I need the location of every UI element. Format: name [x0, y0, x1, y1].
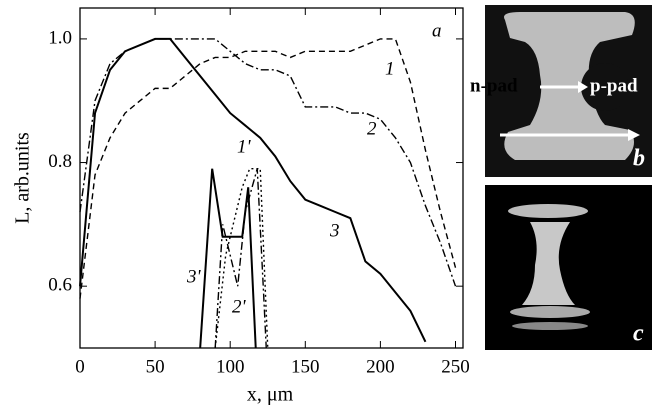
glow — [510, 306, 590, 318]
x-tick-label: 250 — [441, 356, 470, 377]
curve-label: 2' — [232, 296, 247, 317]
series-line — [79, 38, 457, 299]
x-tick-label: 50 — [146, 356, 165, 377]
x-tick-label: 200 — [366, 356, 395, 377]
y-tick-label: 1.0 — [48, 27, 72, 48]
plot-frame — [79, 7, 464, 349]
panel-label: b — [633, 146, 645, 172]
series-line — [214, 168, 267, 349]
image-b: n-pad p-pad b — [470, 5, 652, 177]
curve-label: 1' — [237, 136, 252, 157]
image-c: c — [485, 185, 652, 350]
arrowhead — [628, 129, 640, 141]
series-line — [79, 38, 457, 287]
arrowhead — [578, 81, 588, 93]
curve-label: 3 — [329, 220, 340, 241]
pad-shadow — [581, 63, 629, 111]
series-line — [79, 37, 427, 343]
curve-label: 2 — [367, 118, 377, 139]
x-tick-label: 150 — [291, 356, 320, 377]
y-axis-label: L, arb.units — [12, 132, 34, 224]
y-tick-label: 0.6 — [48, 275, 72, 296]
curve-label: 1 — [385, 58, 395, 79]
y-tick-label: 0.8 — [48, 151, 72, 172]
panel-label: c — [633, 321, 644, 347]
glow — [512, 322, 588, 330]
panel-label: a — [432, 20, 442, 41]
glow — [522, 222, 575, 305]
n-pad-label: n-pad — [470, 75, 518, 96]
x-tick-label: 100 — [216, 356, 245, 377]
p-pad-label: p-pad — [590, 75, 638, 96]
series-line — [199, 168, 257, 349]
series-line — [214, 168, 269, 349]
x-axis-label: x, μm — [247, 384, 294, 406]
glow — [508, 204, 588, 218]
curve-label: 3' — [186, 266, 202, 287]
x-tick-label: 0 — [75, 356, 85, 377]
